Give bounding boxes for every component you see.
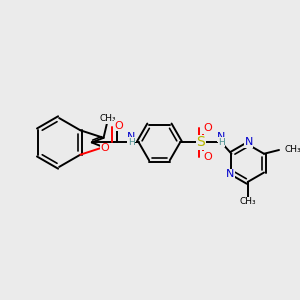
Text: S: S (196, 136, 205, 149)
Text: N: N (244, 137, 253, 148)
Text: O: O (203, 123, 212, 134)
Text: N: N (226, 169, 235, 179)
Text: CH₃: CH₃ (239, 197, 256, 206)
Text: CH₃: CH₃ (285, 145, 300, 154)
Text: CH₃: CH₃ (99, 114, 116, 123)
Text: O: O (100, 143, 109, 153)
Text: N: N (127, 132, 135, 142)
Text: O: O (203, 152, 212, 162)
Text: O: O (115, 121, 123, 130)
Text: H: H (128, 137, 135, 146)
Text: H: H (218, 137, 225, 146)
Text: N: N (217, 132, 226, 142)
